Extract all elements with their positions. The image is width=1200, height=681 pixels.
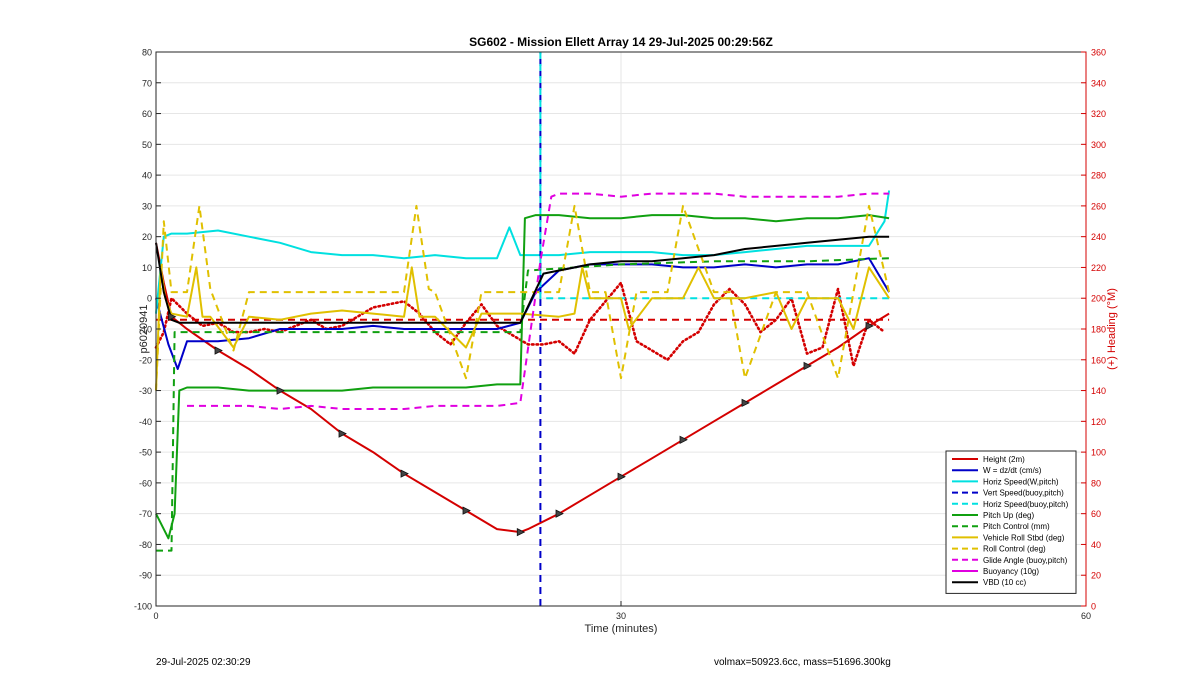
y-right-tick-label: 100	[1091, 448, 1106, 458]
y-right-tick-label: 160	[1091, 355, 1106, 365]
series-height-2m	[155, 242, 890, 534]
x-tick-label: 30	[616, 611, 626, 621]
y-right-tick-label: 300	[1091, 140, 1106, 150]
y-right-tick-label: 200	[1091, 294, 1106, 304]
y-right-tick-label: 80	[1091, 478, 1101, 488]
legend: Height (2m) W = dz/dt (cm/s) Horiz Speed(W…	[945, 450, 1077, 594]
y-right-tick-label: 180	[1091, 325, 1106, 335]
y-left-tick-label: -100	[134, 602, 152, 612]
chart-title: SG602 - Mission Ellett Array 14 29-Jul-2…	[469, 35, 773, 49]
y-right-tick-label: 120	[1091, 417, 1106, 427]
legend-label-vert-speed-buoy-pitch: Vert Speed(buoy,pitch)	[983, 489, 1064, 498]
height-marker	[338, 429, 347, 438]
height-marker	[168, 312, 177, 321]
y-left-tick-label: -30	[139, 386, 152, 396]
y-left-tick-label: 40	[142, 171, 152, 181]
series-vehicle-roll-stbd-deg	[155, 266, 890, 391]
legend-label-roll-control-deg: Roll Control (deg)	[983, 545, 1046, 554]
series-glide-angle-buoy-pitch	[187, 192, 890, 410]
y-left-tick-label: -90	[139, 571, 152, 581]
legend-label-pitch-up-deg: Pitch Up (deg)	[983, 511, 1034, 520]
y-left-tick-label: 50	[142, 140, 152, 150]
height-marker	[462, 506, 471, 515]
y-left-tick-label: 60	[142, 109, 152, 119]
y-right-tick-label: 320	[1091, 109, 1106, 119]
legend-label-vehicle-roll-stbd-deg: Vehicle Roll Stbd (deg)	[983, 533, 1065, 542]
y-right-tick-label: 360	[1091, 48, 1106, 58]
series-heading	[154, 281, 886, 368]
height-marker	[555, 509, 564, 518]
height-marker	[276, 386, 285, 395]
legend-box	[945, 450, 1077, 594]
height-marker	[400, 469, 409, 478]
legend-label-pitch-control-mm: Pitch Control (mm)	[983, 522, 1050, 531]
height-marker	[516, 527, 526, 537]
x-tick-label: 0	[153, 611, 158, 621]
legend-label-horiz-speed-w-pitch: Horiz Speed(W,pitch)	[983, 477, 1059, 486]
series-pitch-control-mm	[156, 257, 890, 552]
y-right-tick-label: 280	[1091, 171, 1106, 181]
y-left-tick-label: -20	[139, 355, 152, 365]
y-right-tick-label: 140	[1091, 386, 1106, 396]
y-left-tick-label: 30	[142, 201, 152, 211]
series-pitch-up-deg	[155, 214, 890, 540]
y-left-tick-label: -10	[139, 325, 152, 335]
y-right-tick-label: 260	[1091, 201, 1106, 211]
footer-stats: volmax=50923.6cc, mass=51696.300kg	[714, 657, 891, 668]
y-right-tick-label: 60	[1091, 509, 1101, 519]
y-right-tick-label: 40	[1091, 540, 1101, 550]
y-right-tick-label: 340	[1091, 78, 1106, 88]
tick-layer: 80706050403020100-10-20-30-40-50-60-70-8…	[134, 48, 1106, 622]
series-layer	[154, 52, 891, 606]
footer-timestamp: 29-Jul-2025 02:30:29	[156, 657, 251, 668]
y-right-tick-label: 220	[1091, 263, 1106, 273]
x-axis-label: Time (minutes)	[585, 623, 658, 635]
height-marker	[214, 346, 223, 355]
y-axis-left-label: p6020941	[138, 305, 150, 354]
x-tick-label: 60	[1081, 611, 1091, 621]
legend-label-vbd-10-cc: VBD (10 cc)	[983, 578, 1026, 587]
height-marker	[865, 321, 874, 331]
y-left-tick-label: 20	[142, 232, 152, 242]
legend-label-height-2m: Height (2m)	[983, 455, 1025, 464]
y-right-tick-label: 0	[1091, 602, 1096, 612]
series-vbd-10-cc	[155, 235, 890, 324]
y-left-tick-label: -50	[139, 448, 152, 458]
height-marker	[741, 398, 750, 408]
legend-label-buoyancy-10g: Buoyancy (10g)	[983, 567, 1039, 576]
y-axis-right-label: (+) Heading (°M)	[1106, 288, 1118, 370]
series-w-dz-dt-cm-s	[155, 257, 890, 370]
y-left-tick-label: 80	[142, 48, 152, 58]
legend-label-horiz-speed-buoy-pitch: Horiz Speed(buoy,pitch)	[983, 500, 1069, 509]
height-marker	[803, 361, 812, 371]
legend-label-glide-angle-buoy-pitch: Glide Angle (buoy,pitch)	[983, 556, 1068, 565]
y-right-tick-label: 20	[1091, 571, 1101, 581]
y-left-tick-label: 0	[147, 294, 152, 304]
y-left-tick-label: 10	[142, 263, 152, 273]
y-left-tick-label: -70	[139, 509, 152, 519]
series-horiz-speed-w-pitch	[155, 190, 891, 314]
height-marker	[617, 472, 626, 481]
series-roll-control-deg	[155, 204, 891, 391]
y-right-tick-label: 240	[1091, 232, 1106, 242]
y-left-tick-label: -60	[139, 478, 152, 488]
y-left-tick-label: -40	[139, 417, 152, 427]
y-left-tick-label: 70	[142, 78, 152, 88]
legend-label-w-dz-dt-cm-s: W = dz/dt (cm/s)	[983, 466, 1042, 475]
height-marker	[679, 435, 688, 444]
y-left-tick-label: -80	[139, 540, 152, 550]
